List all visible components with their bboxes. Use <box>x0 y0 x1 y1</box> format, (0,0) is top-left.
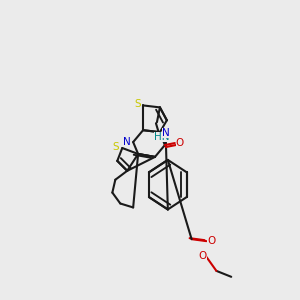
Text: O: O <box>198 251 207 261</box>
Text: S: S <box>135 99 141 110</box>
Text: S: S <box>112 142 119 152</box>
Text: O: O <box>207 236 216 246</box>
Text: N: N <box>162 128 170 138</box>
Text: O: O <box>176 138 184 148</box>
Text: HN: HN <box>154 132 170 142</box>
Text: N: N <box>123 137 131 147</box>
